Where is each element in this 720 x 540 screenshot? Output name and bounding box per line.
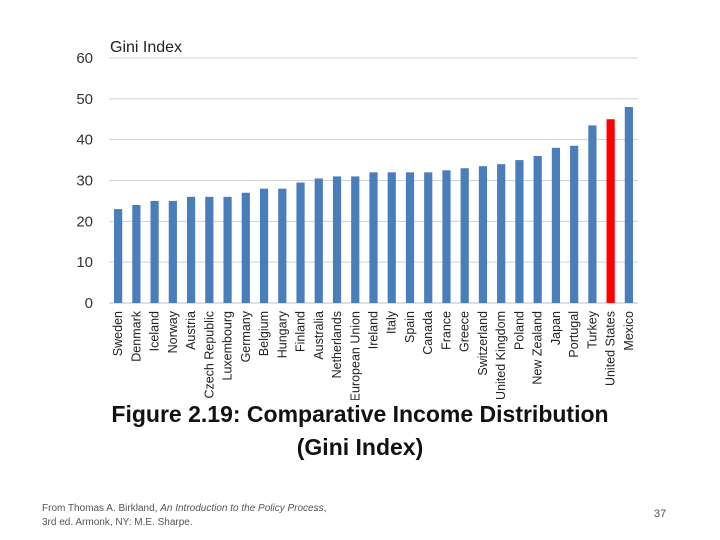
bar-finland [296,182,305,303]
x-tick-label: Sweden [111,311,125,356]
x-tick-label: Ireland [367,311,381,349]
x-tick-label: New Zealand [531,311,545,385]
bar-norway [168,200,177,303]
bar-mexico [624,107,633,303]
bar-switzerland [478,166,488,303]
bar-greece [460,168,469,303]
bar-japan [551,147,561,303]
bars [114,107,633,303]
bar-ireland [369,172,378,303]
citation-book-title: An Introduction to the Policy Process [160,503,324,514]
bar-luxembourg [223,196,232,303]
bar-denmark [132,205,141,303]
x-tick-label: Hungary [275,310,289,358]
y-tick-label: 40 [76,132,93,149]
y-tick-label: 10 [76,254,93,271]
bar-hungary [278,188,287,303]
bar-austria [186,196,196,303]
bar-belgium [259,188,269,303]
x-tick-label: United Kingdom [494,311,508,400]
x-tick-label: Turkey [585,310,599,348]
x-tick-label: Iceland [148,311,162,351]
x-tick-label: Finland [294,311,308,352]
y-axis-tick-labels: 0 10 20 30 40 50 60 [76,50,93,312]
bar-australia [314,178,323,303]
citation-suffix: , 3rd ed. Armonk, NY: M.E. Sharpe. [42,503,327,528]
source-citation: From Thomas A. Birkland, An Introduction… [42,502,332,530]
x-tick-label: Luxembourg [221,311,235,381]
bar-new-zealand [533,156,542,303]
bar-poland [515,160,524,303]
x-tick-label: Italy [385,310,399,334]
y-tick-label: 20 [76,213,93,230]
x-tick-label: Belgium [257,311,271,356]
x-tick-label: United States [604,311,618,386]
x-tick-label: Netherlands [330,311,344,378]
x-tick-label: Canada [421,311,435,355]
x-axis-category-labels: Sweden Denmark Iceland Norway Austria Czech R… [111,310,636,400]
x-tick-label: France [439,311,453,350]
bar-italy [387,172,396,303]
y-tick-label: 50 [76,91,93,108]
x-tick-label: Switzerland [476,311,490,376]
bar-united-kingdom [497,164,506,303]
citation-prefix: From Thomas A. Birkland, [42,503,161,514]
chart-title: Gini Index [110,39,182,56]
bar-germany [241,192,250,303]
x-tick-label: Portugal [567,311,581,358]
x-tick-label: Germany [239,310,253,362]
bar-european-union [351,176,360,303]
x-tick-label: Norway [166,310,180,353]
x-tick-label: Czech Republic [202,311,216,399]
y-tick-label: 60 [76,50,93,67]
bar-portugal [570,145,579,303]
bar-netherlands [332,176,342,303]
x-tick-label: Denmark [129,310,143,361]
page-number: 37 [654,508,667,520]
gini-bar-chart: Gini Index 0 10 20 30 40 50 60 Sweden Denmark Ic… [76,39,638,400]
caption-line-2: (Gini Index) [296,434,424,460]
bar-united-states [606,119,615,303]
y-tick-label: 30 [76,173,93,190]
bar-spain [405,172,415,303]
caption-line-1: Figure 2.19: Comparative Income Distribu… [111,401,609,427]
x-tick-label: Poland [512,311,526,350]
x-tick-label: Mexico [622,311,636,351]
x-tick-label: Japan [549,311,563,345]
x-tick-label: European Union [348,311,362,400]
figure-caption: Figure 2.19: Comparative Income Distribu… [60,398,660,464]
bar-sweden [114,209,123,303]
bar-france [442,170,451,303]
bar-canada [424,172,433,303]
bar-turkey [588,125,597,303]
x-tick-label: Greece [458,311,472,352]
bar-czech-republic [205,196,214,303]
x-tick-label: Austria [184,311,198,350]
x-tick-label: Australia [312,311,326,360]
bar-iceland [150,200,159,303]
y-tick-label: 0 [85,295,93,312]
x-tick-label: Spain [403,311,417,343]
